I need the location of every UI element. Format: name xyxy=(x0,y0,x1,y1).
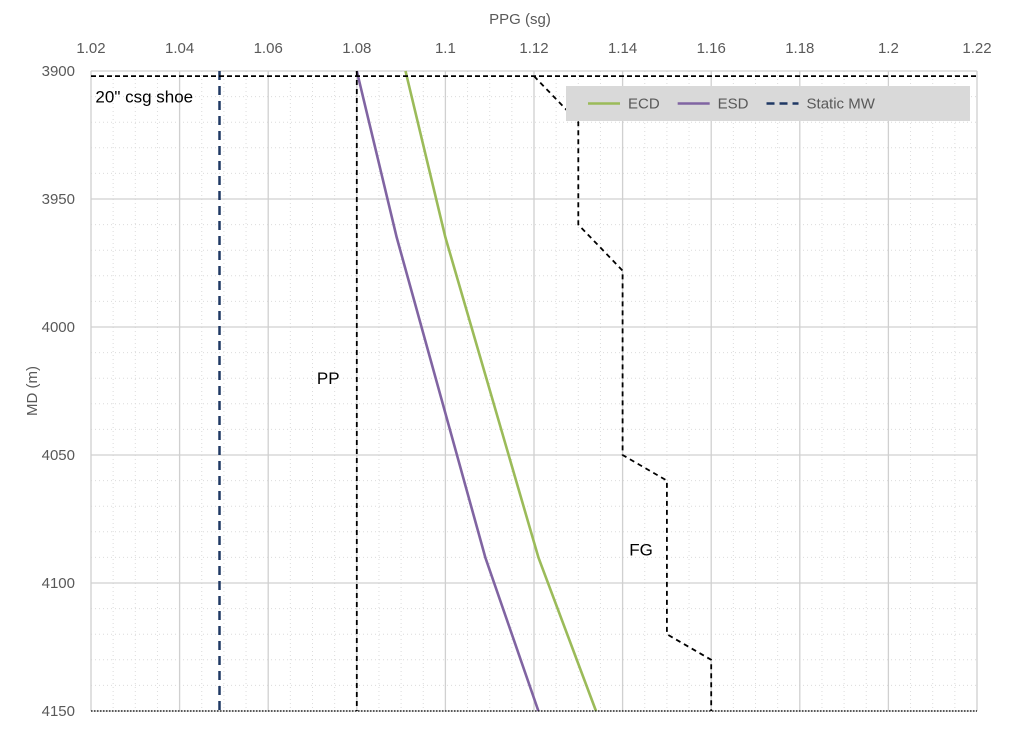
grid-layer xyxy=(90,70,978,712)
y-tick-label: 4100 xyxy=(42,575,75,592)
x-tick-label: 1.1 xyxy=(435,40,456,57)
annotation-fg: FG xyxy=(629,541,653,560)
legend-label-static-mw: Static MW xyxy=(807,96,876,113)
y-tick-label: 3900 xyxy=(42,63,75,80)
series-line-esd xyxy=(355,70,540,712)
x-tick-label: 1.06 xyxy=(254,40,283,57)
x-tick-label: 1.2 xyxy=(878,40,899,57)
y-tick-label: 3950 xyxy=(42,191,75,208)
x-tick-label: 1.22 xyxy=(962,40,991,57)
series-layer xyxy=(218,70,713,712)
legend-label-esd: ESD xyxy=(718,96,749,113)
x-tick-label: 1.12 xyxy=(519,40,548,57)
annotation-20-csg-shoe: 20" csg shoe xyxy=(95,88,193,107)
annotations-layer: 20" csg shoe PP FG xyxy=(95,88,652,560)
x-axis-title: PPG (sg) xyxy=(489,11,551,28)
x-tick-label: 1.04 xyxy=(165,40,194,57)
legend: ECD ESD Static MW xyxy=(566,86,970,121)
annotation-pp: PP xyxy=(317,369,340,388)
y-tick-label: 4150 xyxy=(42,703,75,720)
series-line-ecd xyxy=(404,70,598,712)
tick-labels-layer: 1.02 1.04 1.06 1.08 1.1 1.12 1.14 1.16 1.18 1.2 1.… xyxy=(42,40,992,720)
series-line-fg xyxy=(533,75,713,711)
x-tick-label: 1.14 xyxy=(608,40,637,57)
y-tick-label: 4050 xyxy=(42,447,75,464)
x-tick-label: 1.02 xyxy=(76,40,105,57)
y-axis-title: MD (m) xyxy=(24,366,41,416)
y-tick-label: 4000 xyxy=(42,319,75,336)
reference-lines-layer xyxy=(91,75,977,712)
x-tick-label: 1.16 xyxy=(697,40,726,57)
x-tick-label: 1.18 xyxy=(785,40,814,57)
legend-label-ecd: ECD xyxy=(628,96,660,113)
x-tick-label: 1.08 xyxy=(342,40,371,57)
